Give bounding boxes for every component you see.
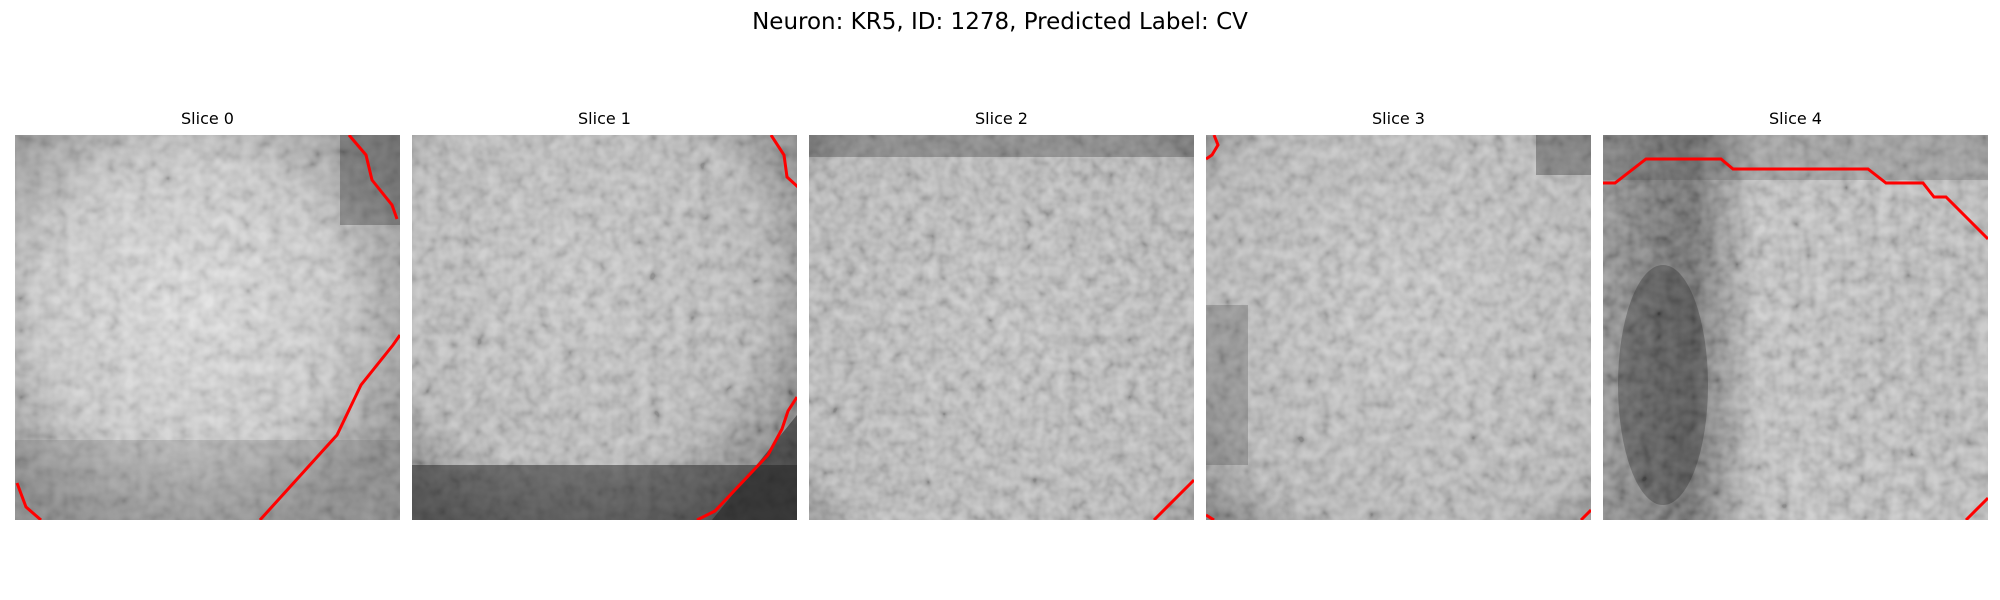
slice-0-contour-bottom-right	[258, 334, 400, 520]
slice-image-1-svg	[412, 135, 797, 520]
slice-image-4-svg	[1603, 135, 1988, 520]
slice-title-4: Slice 4	[1769, 109, 1822, 128]
slice-4-contour-top	[1603, 157, 1988, 241]
slice-4-contour-bottom-right	[1964, 496, 1988, 520]
slice-title-3: Slice 3	[1372, 109, 1425, 128]
slice-1-contour-top-right	[769, 135, 797, 189]
slice-4-dark-region	[1618, 265, 1708, 505]
slice-image-0-svg	[15, 135, 400, 520]
slice-0-contour-bottom-left	[15, 482, 42, 520]
slice-3-contour-bottom-right	[1579, 508, 1591, 520]
slice-title-1: Slice 1	[578, 109, 631, 128]
slice-image-3	[1206, 135, 1591, 520]
slice-0-dark-band	[15, 440, 400, 520]
slice-title-0: Slice 0	[181, 109, 234, 128]
slice-image-0	[15, 135, 400, 520]
slice-2-texture	[809, 135, 1194, 520]
slice-4-texture	[1603, 135, 1988, 520]
slice-0-dark-corner	[340, 135, 400, 225]
slice-2-contour-bottom-right	[1152, 478, 1194, 520]
slice-3-texture	[1206, 135, 1591, 520]
slice-1-texture	[412, 135, 797, 520]
slice-1-contour-bottom-right	[696, 396, 797, 520]
slice-3-dark-edge	[1206, 305, 1248, 465]
slice-image-2-svg	[809, 135, 1194, 520]
slice-3-dark-corner	[1536, 135, 1591, 175]
slice-image-4	[1603, 135, 1988, 520]
slice-title-2: Slice 2	[975, 109, 1028, 128]
slice-image-1	[412, 135, 797, 520]
slice-3-contour-bottom-left	[1206, 513, 1215, 520]
slice-image-3-svg	[1206, 135, 1591, 520]
slice-0-texture	[15, 135, 400, 520]
slice-3-contour-top-left	[1206, 135, 1220, 161]
slice-image-2	[809, 135, 1194, 520]
slice-2-dark-band	[809, 135, 1194, 157]
figure-title: Neuron: KR5, ID: 1278, Predicted Label: …	[752, 9, 1248, 35]
slice-0-contour-top-right	[347, 135, 399, 220]
